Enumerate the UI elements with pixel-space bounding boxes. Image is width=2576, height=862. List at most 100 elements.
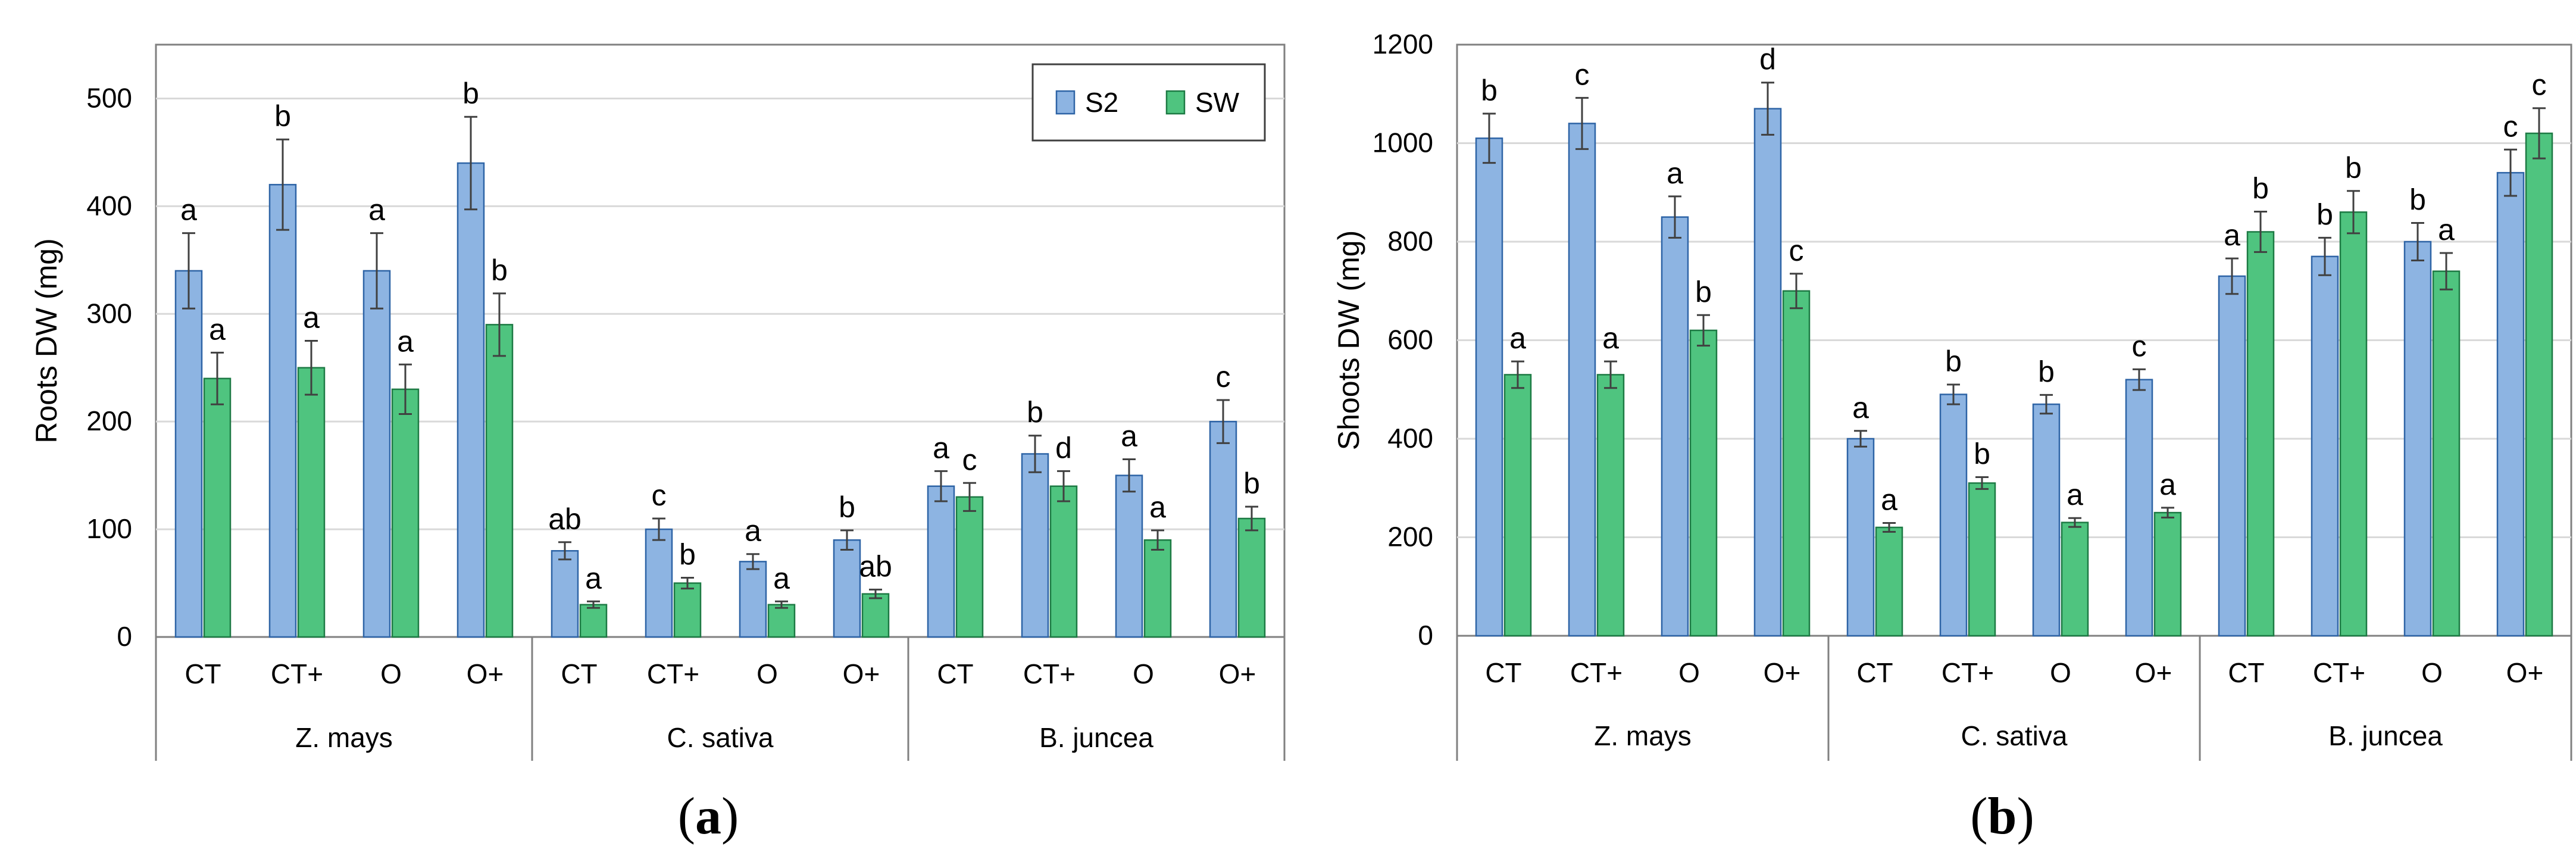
significance-letter: b xyxy=(839,491,855,524)
significance-letter: a xyxy=(368,193,385,227)
bar-sw xyxy=(579,604,608,638)
significance-letter: a xyxy=(2067,478,2083,511)
significance-letter: a xyxy=(303,301,320,335)
bar-sw xyxy=(2432,270,2461,637)
category-label: O xyxy=(380,658,402,689)
bar-sw xyxy=(297,367,326,638)
bar-s2 xyxy=(645,528,673,638)
bar-s2 xyxy=(2125,379,2153,637)
bar-s2 xyxy=(2218,275,2246,637)
significance-letter: c xyxy=(962,443,977,476)
bar-sw xyxy=(1875,526,1903,637)
category-label: CT+ xyxy=(1023,658,1076,689)
category-label: O+ xyxy=(467,658,504,689)
group-label: Z. mays xyxy=(295,722,393,753)
category-label: O+ xyxy=(843,658,880,689)
bar-sw xyxy=(955,496,984,638)
category-label: O+ xyxy=(1219,658,1256,689)
category-label: CT xyxy=(561,658,597,689)
significance-letter: c xyxy=(2503,110,2518,143)
significance-letter: a xyxy=(773,561,790,595)
significance-letter: b xyxy=(1027,396,1043,429)
group-label: B. juncea xyxy=(2328,720,2443,751)
significance-letter: a xyxy=(1121,420,1137,453)
bar-sw xyxy=(2525,132,2553,637)
y-tick-label: 0 xyxy=(117,621,132,652)
panel-label-part: ) xyxy=(721,788,739,845)
y-axis-title: Roots DW (mg) xyxy=(30,238,63,443)
significance-letter: a xyxy=(585,561,602,595)
significance-letter: c xyxy=(652,479,667,512)
bar-s2 xyxy=(1939,393,1968,637)
bar-sw xyxy=(391,388,420,638)
category-label: O xyxy=(756,658,778,689)
significance-letter: b xyxy=(1695,275,1712,308)
plot-area-frame xyxy=(155,43,1286,638)
y-tick-label: 200 xyxy=(1387,521,1433,552)
bar-s2 xyxy=(1209,420,1237,638)
significance-letter: a xyxy=(1881,483,1897,517)
panel-label-part: ( xyxy=(678,788,695,845)
category-label: CT xyxy=(1485,657,1521,688)
panel-label: (b) xyxy=(1970,788,2034,845)
category-label: CT xyxy=(1856,657,1893,688)
bar-sw xyxy=(485,324,514,638)
bar-sw xyxy=(1782,290,1811,637)
bar-sw xyxy=(1143,539,1172,638)
category-label: CT xyxy=(937,658,973,689)
bar-s2 xyxy=(551,550,579,638)
category-label: CT+ xyxy=(647,658,699,689)
legend-label: S2 xyxy=(1085,87,1118,118)
significance-letter: a xyxy=(180,193,197,227)
group-label: C. sativa xyxy=(1961,720,2068,751)
bar-sw xyxy=(767,604,796,638)
legend: S2 SW xyxy=(1031,63,1266,142)
significance-letter: a xyxy=(1667,157,1683,190)
bar-s2 xyxy=(1753,108,1782,637)
group-label: Z. mays xyxy=(1594,720,1692,751)
category-label: CT+ xyxy=(1942,657,1994,688)
bar-sw xyxy=(2246,231,2275,637)
legend-swatch-s2 xyxy=(1055,90,1076,115)
significance-letter: a xyxy=(745,514,761,548)
bar-sw xyxy=(1237,517,1266,638)
significance-letter: d xyxy=(1759,43,1776,76)
bar-sw xyxy=(1968,482,1996,637)
bar-s2 xyxy=(457,162,485,638)
y-tick-label: 100 xyxy=(86,513,132,544)
category-label: O+ xyxy=(2135,657,2172,688)
significance-letter: d xyxy=(1055,431,1072,464)
significance-letter: a xyxy=(209,313,226,346)
significance-letter: b xyxy=(491,254,508,287)
significance-letter: b xyxy=(1481,74,1498,107)
y-tick-label: 800 xyxy=(1387,226,1433,257)
bar-sw xyxy=(1689,329,1718,637)
significance-letter: a xyxy=(2159,468,2176,501)
bar-sw xyxy=(673,582,702,638)
panel-label-part: ) xyxy=(2017,788,2034,845)
legend-label: SW xyxy=(1195,87,1240,118)
significance-letter: a xyxy=(933,431,949,464)
category-label: CT+ xyxy=(2313,657,2365,688)
panel-label: (a) xyxy=(678,788,739,845)
significance-letter: c xyxy=(1789,234,1804,267)
y-tick-label: 0 xyxy=(1418,620,1433,651)
bar-s2 xyxy=(174,270,203,638)
significance-letter: a xyxy=(1852,391,1869,424)
y-tick-label: 600 xyxy=(1387,324,1433,355)
bar-s2 xyxy=(739,561,767,638)
category-label: O xyxy=(1678,657,1700,688)
category-label: CT+ xyxy=(1570,657,1622,688)
y-axis-title: Shoots DW (mg) xyxy=(1332,230,1365,451)
bar-s2 xyxy=(1115,474,1143,638)
bar-sw xyxy=(2153,511,2182,637)
significance-letter: a xyxy=(2438,213,2455,246)
significance-letter: c xyxy=(2132,329,2147,363)
panel-label-part: ( xyxy=(1970,788,1987,845)
significance-letter: b xyxy=(1945,345,1962,378)
bar-s2 xyxy=(1475,137,1503,637)
category-label: O+ xyxy=(2506,657,2544,688)
bar-sw xyxy=(203,377,232,638)
bar-s2 xyxy=(268,183,297,638)
